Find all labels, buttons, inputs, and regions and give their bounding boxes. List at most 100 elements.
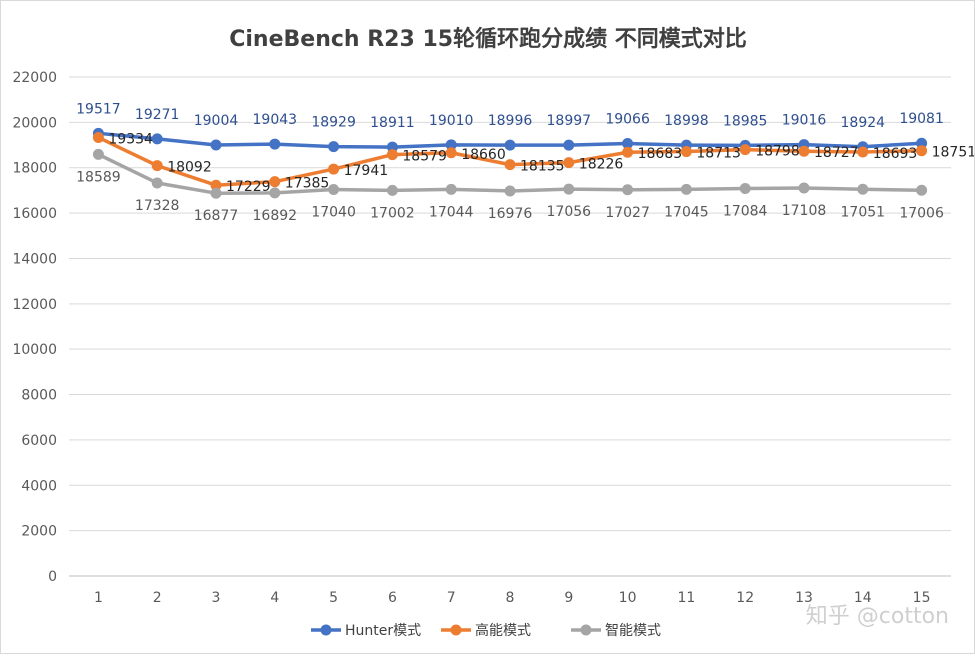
data-point [916, 145, 928, 157]
data-label: 19043 [253, 112, 298, 128]
data-label: 18798 [755, 144, 800, 160]
x-axis: 1 2 3 4 5 6 7 8 9 10 11 12 13 14 15 [94, 590, 931, 606]
y-tick-label: 0 [48, 569, 57, 585]
data-point [563, 139, 575, 151]
data-point [563, 183, 575, 195]
x-tick-label: 3 [212, 590, 221, 606]
data-point [798, 145, 810, 157]
legend-marker [580, 624, 592, 636]
data-label: 17941 [344, 163, 389, 179]
x-tick-label: 9 [564, 590, 573, 606]
y-tick-label: 22000 [12, 70, 57, 86]
x-tick-label: 1 [94, 590, 103, 606]
y-tick-label: 4000 [21, 478, 57, 494]
data-label: 18579 [402, 149, 447, 165]
data-point [504, 139, 516, 151]
data-point [504, 159, 516, 171]
data-label: 19334 [108, 131, 153, 147]
data-point [857, 183, 869, 195]
data-label: 18226 [579, 157, 624, 173]
x-tick-label: 14 [854, 590, 872, 606]
x-tick-label: 7 [447, 590, 456, 606]
data-point [680, 146, 692, 158]
legend: Hunter模式 高能模式 智能模式 [311, 622, 661, 639]
data-point [445, 147, 457, 159]
data-point [269, 176, 281, 188]
data-point [328, 163, 340, 175]
data-point [386, 141, 398, 153]
data-point [680, 183, 692, 195]
x-tick-label: 11 [677, 590, 695, 606]
data-point [328, 141, 340, 153]
legend-label: 智能模式 [605, 623, 661, 639]
data-label: 16877 [194, 208, 239, 224]
data-label: 17051 [841, 204, 886, 220]
data-point [151, 160, 163, 172]
data-point [739, 183, 751, 195]
data-label: 18683 [638, 146, 683, 162]
x-tick-label: 8 [506, 590, 515, 606]
data-point [92, 131, 104, 143]
data-label: 17385 [285, 176, 330, 192]
y-tick-label: 8000 [21, 388, 57, 404]
y-tick-label: 16000 [12, 206, 57, 222]
x-tick-label: 15 [913, 590, 931, 606]
data-point [151, 177, 163, 189]
data-label: 18929 [311, 115, 356, 131]
y-tick-label: 20000 [12, 115, 57, 131]
data-label: 17044 [429, 204, 474, 220]
data-point [798, 182, 810, 194]
y-axis: 0 2000 4000 6000 8000 10000 12000 14000 16000 180… [12, 70, 57, 585]
data-label: 18985 [723, 113, 768, 129]
data-label: 18998 [664, 113, 709, 129]
x-tick-label: 13 [795, 590, 813, 606]
data-point [386, 149, 398, 161]
x-tick-label: 2 [153, 590, 162, 606]
data-point [269, 138, 281, 150]
legend-marker [450, 624, 462, 636]
data-point [563, 157, 575, 169]
data-label: 18693 [873, 146, 918, 162]
data-point [210, 187, 222, 199]
data-label: 19271 [135, 107, 180, 123]
data-label: 19066 [605, 112, 650, 128]
data-point [210, 139, 222, 151]
data-label: 17229 [226, 179, 271, 195]
data-label: 19081 [899, 111, 944, 127]
data-label: 17006 [899, 205, 944, 221]
data-label: 17108 [782, 203, 827, 219]
data-label: 16976 [488, 206, 533, 222]
gridlines [69, 76, 951, 577]
data-label: 19010 [429, 113, 474, 129]
data-label: 19004 [194, 113, 239, 129]
data-label: 17040 [311, 205, 356, 221]
data-point [622, 138, 634, 150]
data-point [622, 184, 634, 196]
data-label: 18713 [696, 146, 741, 162]
data-label: 17002 [370, 205, 415, 221]
data-label: 16892 [253, 208, 298, 224]
data-label: 19016 [782, 113, 827, 129]
legend-label: 高能模式 [475, 622, 531, 639]
data-label: 17027 [605, 205, 650, 221]
data-label: 17045 [664, 204, 709, 220]
data-label: 18924 [841, 115, 886, 131]
data-point [916, 184, 928, 196]
data-label: 18911 [370, 115, 415, 131]
data-point [857, 146, 869, 158]
data-point [739, 144, 751, 156]
data-label: 18092 [167, 160, 212, 176]
x-tick-label: 6 [388, 590, 397, 606]
data-point [269, 187, 281, 199]
chart-title: CineBench R23 15轮循环跑分成绩 不同模式对比 [229, 26, 746, 52]
data-point [622, 146, 634, 158]
data-point [151, 133, 163, 145]
legend-label: Hunter模式 [345, 623, 421, 639]
y-tick-label: 2000 [21, 524, 57, 540]
watermark-text: 知乎 @cotton [806, 604, 949, 629]
y-tick-label: 18000 [12, 161, 57, 177]
series-lines [92, 127, 928, 199]
data-label: 18727 [814, 145, 859, 161]
y-tick-label: 6000 [21, 433, 57, 449]
